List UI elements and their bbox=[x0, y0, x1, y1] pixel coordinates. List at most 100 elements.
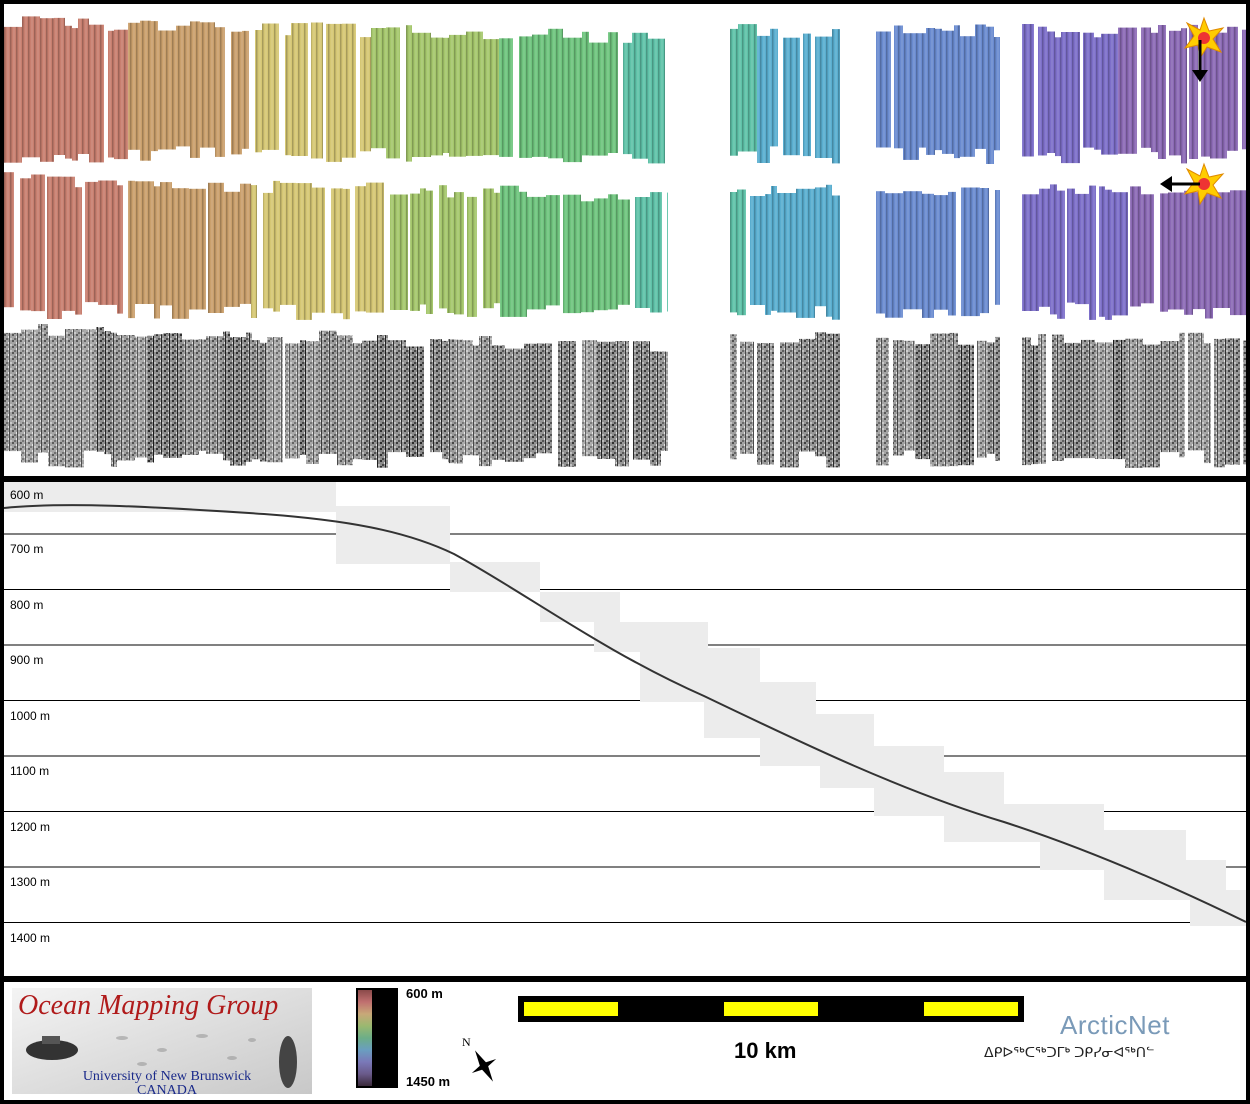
swath-strip-shading bbox=[240, 183, 251, 304]
swath-strip bbox=[1031, 345, 1038, 465]
swath-strip-shading bbox=[546, 195, 560, 306]
depth-label: 600 m bbox=[10, 488, 44, 502]
swath-strip bbox=[473, 345, 479, 456]
depth-colorbar bbox=[356, 988, 398, 1088]
swath-strip bbox=[463, 340, 473, 456]
swath-strip-shading bbox=[1112, 192, 1128, 316]
swath-strip bbox=[182, 339, 199, 455]
swath-strip bbox=[430, 339, 442, 453]
swath-strip-shading bbox=[903, 191, 922, 310]
swath-strip-shading bbox=[922, 193, 934, 318]
swath-strip-shading bbox=[961, 187, 980, 317]
swath-strip-shading bbox=[919, 33, 926, 148]
swath-strip bbox=[1113, 339, 1125, 460]
swath-strip-shading bbox=[994, 37, 1000, 151]
swath-strip-shading bbox=[255, 30, 262, 153]
swath-strip-shading bbox=[128, 22, 140, 150]
swath-strip-shading bbox=[995, 190, 1000, 305]
swath-strip-shading bbox=[1130, 186, 1141, 307]
swath-strip bbox=[163, 333, 182, 458]
swath-strip bbox=[524, 343, 536, 459]
swath-strip bbox=[406, 346, 424, 457]
swath-strip-shading bbox=[1213, 192, 1230, 308]
swath-strip bbox=[987, 342, 995, 454]
swath-strip-shading bbox=[47, 176, 62, 319]
swath-strip-shading bbox=[948, 191, 956, 316]
swath-strip-shading bbox=[273, 180, 280, 312]
swath-strip bbox=[285, 343, 300, 459]
swath-strip-shading bbox=[527, 196, 546, 310]
swath-strip bbox=[904, 340, 915, 451]
swath-maps bbox=[4, 16, 1246, 468]
swath-strip-shading bbox=[1118, 27, 1137, 154]
ocean-mapping-group-title: Ocean Mapping Group bbox=[18, 990, 279, 1021]
swath-strip bbox=[930, 333, 949, 467]
swath-strip-shading bbox=[650, 192, 662, 313]
swath-strip-shading bbox=[1101, 33, 1118, 155]
swath-strip-shading bbox=[876, 31, 891, 148]
swath-strip bbox=[757, 343, 774, 465]
swath-strip-shading bbox=[934, 195, 948, 310]
swath-strip-shading bbox=[1189, 24, 1198, 160]
swath-strip-shading bbox=[1061, 32, 1080, 164]
swath-strip-shading bbox=[431, 37, 443, 156]
swath-strip-shading bbox=[737, 189, 746, 316]
swath-strip bbox=[1179, 332, 1185, 458]
swath-strip-shading bbox=[366, 182, 384, 313]
legend-footer: Ocean Mapping Group University of New Br… bbox=[4, 982, 1246, 1100]
swath-strip-shading bbox=[447, 197, 454, 313]
swath-strip bbox=[135, 336, 147, 458]
swath-strip-shading bbox=[160, 182, 172, 306]
swath-strip-shading bbox=[190, 21, 200, 158]
swath-strip-shading bbox=[262, 23, 279, 150]
arcticnet-syllabics-text: ᐃᑭᐅᖅᑕᖅᑐᒥᒃ ᑐᑭᓯᓂᐊᖅᑎᓪ bbox=[984, 1044, 1155, 1060]
swath-strip-shading bbox=[608, 194, 618, 310]
scale-bar-segment bbox=[724, 1002, 818, 1016]
swath-strip-shading bbox=[1099, 186, 1105, 317]
swath-strip bbox=[454, 339, 463, 464]
swath-strip-shading bbox=[1210, 32, 1227, 159]
swath-strip bbox=[1160, 341, 1179, 453]
swath-strip bbox=[1052, 334, 1064, 461]
swath-strip-shading bbox=[815, 187, 826, 307]
swath-strip-shading bbox=[1022, 24, 1034, 157]
swath-strip-shading bbox=[439, 185, 447, 309]
swath-strip-shading bbox=[189, 188, 206, 310]
swath-strip-shading bbox=[326, 23, 342, 162]
swath-strip bbox=[1225, 338, 1240, 465]
swath-strip-shading bbox=[765, 194, 771, 315]
swath-strip-shading bbox=[242, 30, 249, 149]
swath-strip-shading bbox=[158, 30, 176, 150]
university-name: University of New Brunswick bbox=[82, 1069, 252, 1084]
swath-strip-shading bbox=[1230, 190, 1246, 316]
swath-strip-shading bbox=[1067, 188, 1075, 303]
swath-strip bbox=[633, 341, 650, 460]
swath-strip-shading bbox=[75, 187, 82, 315]
swath-strip-shading bbox=[224, 191, 240, 307]
swath-strip-shading bbox=[500, 185, 519, 317]
swath-strip bbox=[21, 329, 38, 463]
colorbar-ramp bbox=[358, 990, 372, 1086]
swath-strip-shading bbox=[826, 184, 832, 317]
swath-strip bbox=[96, 327, 104, 452]
swath-strip-shading bbox=[291, 23, 308, 156]
colorbar-top-label: 600 m bbox=[406, 986, 443, 1001]
swath-strip-shading bbox=[1083, 32, 1094, 148]
depth-label: 1400 m bbox=[10, 931, 51, 945]
swath-strip-shading bbox=[494, 192, 500, 304]
sonar-record-block bbox=[594, 622, 708, 652]
swath-strip bbox=[597, 341, 615, 459]
swath-strip bbox=[38, 324, 48, 453]
swath-strip-shading bbox=[1160, 193, 1168, 312]
swath-strip-shading bbox=[796, 188, 815, 318]
swath-strip-shading bbox=[200, 22, 215, 148]
swath-strip bbox=[1022, 337, 1031, 466]
swath-strip bbox=[300, 340, 306, 455]
swath-strip-shading bbox=[406, 25, 412, 162]
swath-strip-shading bbox=[581, 201, 594, 313]
swath-strip bbox=[995, 336, 1000, 461]
swath-strip-shading bbox=[343, 188, 350, 320]
swath-strip bbox=[740, 341, 754, 454]
swath-strip-shading bbox=[140, 20, 151, 161]
swath-strip-shading bbox=[960, 36, 975, 157]
